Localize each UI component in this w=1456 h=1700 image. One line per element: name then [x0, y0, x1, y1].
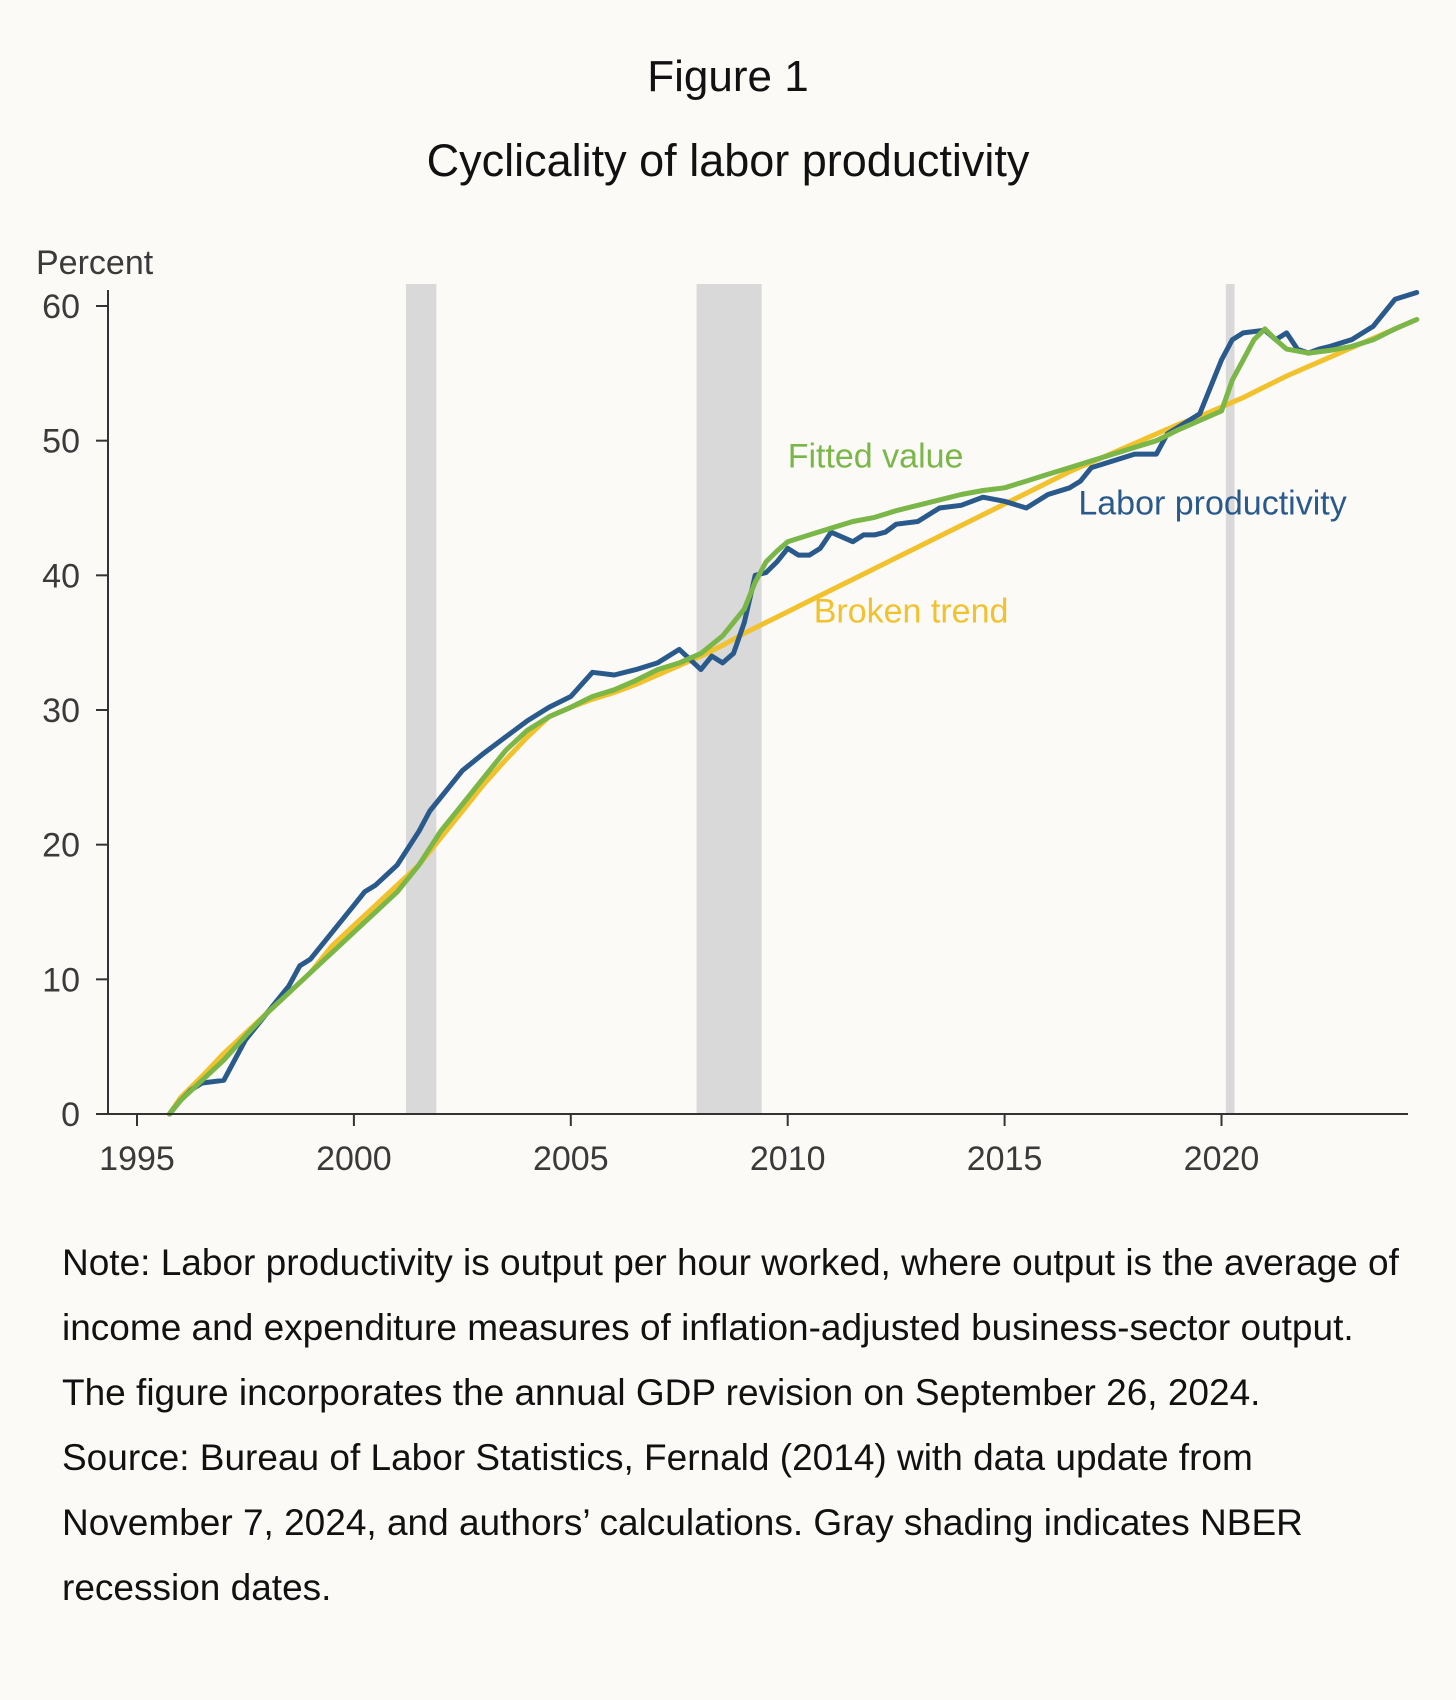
line-chart: 0 10 20 30 40 50 60 1995 2000 2005 2010 2015 2020 Pe… [36, 244, 1420, 1178]
note-text: Note: Labor productivity is output per h… [62, 1242, 1399, 1413]
y-tick-label-10: 10 [42, 961, 80, 999]
x-tick-label-2000: 2000 [316, 1140, 392, 1178]
series-label-labor-productivity: Labor productivity [1078, 485, 1346, 523]
y-tick-label-30: 30 [42, 692, 80, 730]
series-label-fitted-value: Fitted value [788, 438, 964, 476]
recession-band-2 [696, 284, 762, 1114]
x-tick-label-1995: 1995 [99, 1140, 175, 1178]
series-lines-layer [167, 290, 1420, 1117]
recession-band-3 [1225, 284, 1235, 1114]
series-line-labor-productivity [167, 290, 1420, 1117]
recession-shading-layer [405, 284, 1235, 1114]
y-tick-label-60: 60 [42, 288, 80, 326]
x-tick-label-2020: 2020 [1184, 1140, 1260, 1178]
figure-label: Figure 1 [647, 52, 809, 101]
y-tick-label-0: 0 [61, 1096, 80, 1134]
source-text: Source: Bureau of Labor Statistics, Fern… [62, 1437, 1303, 1608]
y-axis-label: Percent [36, 244, 154, 282]
y-tick-label-40: 40 [42, 557, 80, 595]
series-line-broken-trend [167, 317, 1420, 1117]
y-tick-label-50: 50 [42, 423, 80, 461]
series-labels-layer: Labor productivity Fitted value Broken tre… [788, 438, 1347, 631]
recession-band-1 [405, 284, 437, 1114]
figure-notes: Note: Labor productivity is output per h… [62, 1230, 1402, 1620]
x-tick-label-2010: 2010 [750, 1140, 826, 1178]
axes-layer: 0 10 20 30 40 50 60 1995 2000 2005 2010 2015 2020 [42, 288, 1408, 1178]
x-tick-label-2005: 2005 [533, 1140, 609, 1178]
y-tick-label-20: 20 [42, 827, 80, 865]
chart-title: Cyclicality of labor productivity [426, 135, 1030, 186]
series-line-fitted-value [167, 317, 1420, 1117]
series-label-broken-trend: Broken trend [814, 592, 1009, 630]
x-tick-label-2015: 2015 [967, 1140, 1043, 1178]
